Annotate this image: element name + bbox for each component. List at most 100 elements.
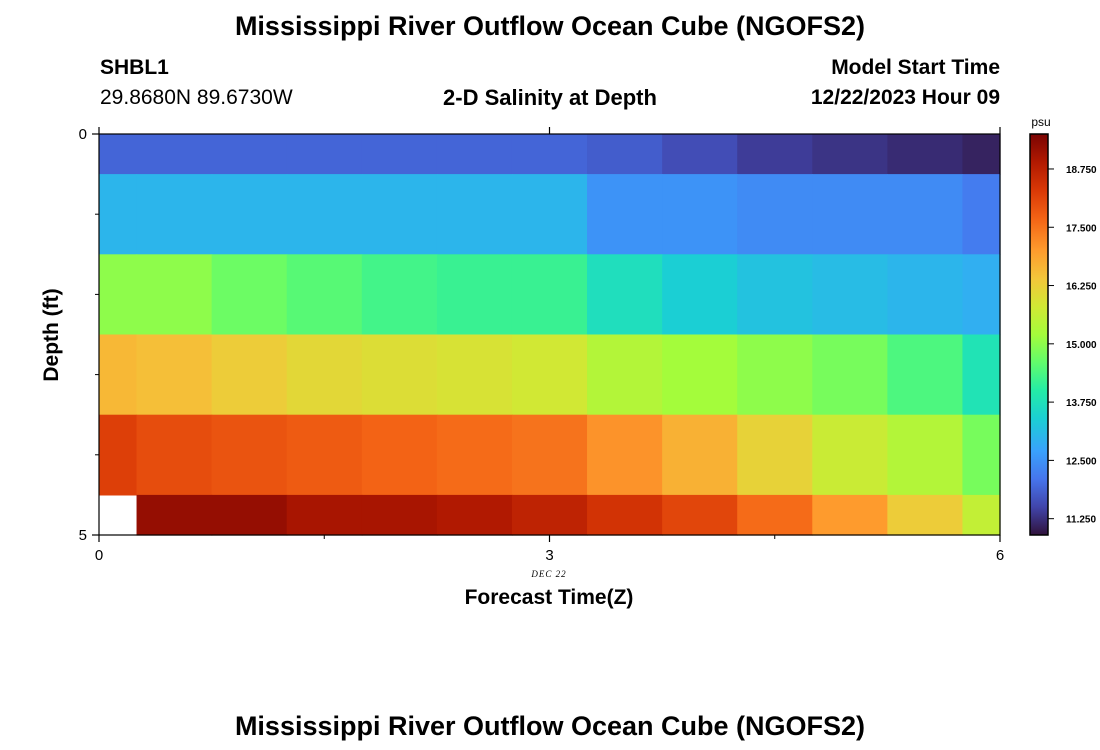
colorbar-ticks: 18.750 17.500 16.250 15.000 13.750 12.500 11.2…	[1048, 165, 1097, 526]
colorbar-tick-label: 18.750	[1066, 165, 1097, 176]
heatmap-cell	[587, 414, 663, 496]
heatmap-cell	[662, 254, 738, 336]
heatmap-cell	[662, 134, 738, 175]
footer-title: Mississippi River Outflow Ocean Cube (NG…	[234, 711, 866, 741]
x-tick-label: 3	[545, 547, 553, 564]
colorbar	[1029, 133, 1049, 536]
page-title: Mississippi River Outflow Ocean Cube (NG…	[234, 11, 866, 41]
heatmap-cell	[812, 134, 888, 175]
heatmap-cell	[511, 494, 588, 536]
heatmap-cell	[99, 414, 138, 496]
model-start-value: 12/22/2023 Hour 09	[810, 86, 1000, 109]
heatmap-cell	[587, 254, 663, 336]
y-tick-label: 5	[79, 527, 87, 544]
colorbar-tick-label: 13.750	[1066, 398, 1097, 409]
heatmap-cell	[587, 494, 663, 536]
heatmap-cell	[662, 334, 738, 416]
heatmap-cell	[136, 494, 213, 536]
heatmap-cell	[511, 334, 588, 416]
heatmap-cell	[812, 494, 888, 536]
heatmap-cell	[962, 174, 1001, 255]
plot-title: 2-D Salinity at Depth	[443, 85, 657, 110]
heatmap-cell	[662, 414, 738, 496]
colorbar-tick-label: 16.250	[1066, 282, 1097, 293]
heatmap-cell	[962, 334, 1001, 416]
heatmap-cell	[99, 254, 138, 336]
station-id: SHBL1	[100, 56, 169, 79]
colorbar-tick-label: 15.000	[1066, 340, 1097, 351]
heatmap-cell	[887, 494, 964, 536]
heatmap-cell	[587, 334, 663, 416]
heatmap-cell	[136, 254, 213, 336]
x-axis-ticks: 0 3 6	[95, 127, 1004, 564]
colorbar-tick-label: 11.250	[1066, 515, 1096, 526]
heatmap-cells	[99, 134, 1001, 536]
x-tick-label: 0	[95, 547, 103, 564]
heatmap-cell	[361, 494, 438, 536]
heatmap-cell	[887, 254, 964, 336]
heatmap-cell	[737, 254, 813, 336]
heatmap-cell	[211, 134, 288, 175]
heatmap-cell	[587, 174, 663, 255]
model-start-label: Model Start Time	[831, 56, 1000, 79]
heatmap-cell	[737, 334, 813, 416]
heatmap-cell	[962, 414, 1001, 496]
heatmap-cell	[436, 494, 513, 536]
heatmap-cell	[887, 134, 964, 175]
heatmap-cell	[812, 174, 888, 255]
heatmap-cell	[99, 134, 138, 175]
heatmap-cell	[511, 134, 588, 175]
heatmap-cell	[286, 174, 363, 255]
heatmap-cell	[211, 494, 288, 536]
heatmap-cell	[587, 134, 663, 175]
heatmap-cell	[286, 134, 363, 175]
heatmap-cell	[286, 334, 363, 416]
heatmap-cell	[737, 134, 813, 175]
heatmap-cell	[887, 414, 964, 496]
heatmap-cell	[211, 174, 288, 255]
date-annotation: DEC 22	[530, 569, 566, 579]
heatmap-cell	[436, 414, 513, 496]
heatmap-cell	[737, 414, 813, 496]
heatmap-cell	[99, 174, 138, 255]
heatmap-cell	[136, 334, 213, 416]
heatmap-cell	[286, 494, 363, 536]
y-axis-ticks: 05	[79, 126, 99, 544]
heatmap-cell	[887, 174, 964, 255]
heatmap-cell	[737, 494, 813, 536]
heatmap-cell	[136, 134, 213, 175]
heatmap-cell	[361, 134, 438, 175]
heatmap-cell	[962, 254, 1001, 336]
colorbar-tick-label: 17.500	[1066, 223, 1097, 234]
heatmap-cell	[962, 134, 1001, 175]
heatmap-cell	[737, 174, 813, 255]
heatmap-cell	[211, 414, 288, 496]
heatmap-cell	[361, 174, 438, 255]
heatmap-cell	[436, 334, 513, 416]
y-tick-label: 0	[79, 126, 87, 143]
heatmap-cell	[511, 414, 588, 496]
heatmap-cell	[511, 174, 588, 255]
heatmap-cell	[136, 174, 213, 255]
heatmap-cell	[361, 334, 438, 416]
heatmap-cell	[211, 254, 288, 336]
heatmap-cell	[136, 414, 213, 496]
heatmap-cell	[662, 174, 738, 255]
heatmap-cell	[962, 494, 1001, 536]
x-axis-label: Forecast Time(Z)	[465, 586, 634, 609]
heatmap-cell	[361, 254, 438, 336]
heatmap-cell	[211, 334, 288, 416]
heatmap-cell	[286, 414, 363, 496]
heatmap-cell	[812, 334, 888, 416]
colorbar-tick-label: 12.500	[1066, 456, 1097, 467]
colorbar-unit: psu	[1031, 115, 1050, 129]
heatmap-cell	[436, 134, 513, 175]
heatmap-cell	[361, 414, 438, 496]
heatmap-cell	[887, 334, 964, 416]
heatmap-cell	[662, 494, 738, 536]
heatmap-cell	[511, 254, 588, 336]
y-axis-label: Depth (ft)	[40, 288, 63, 381]
heatmap-cell	[812, 254, 888, 336]
heatmap-cell	[436, 174, 513, 255]
